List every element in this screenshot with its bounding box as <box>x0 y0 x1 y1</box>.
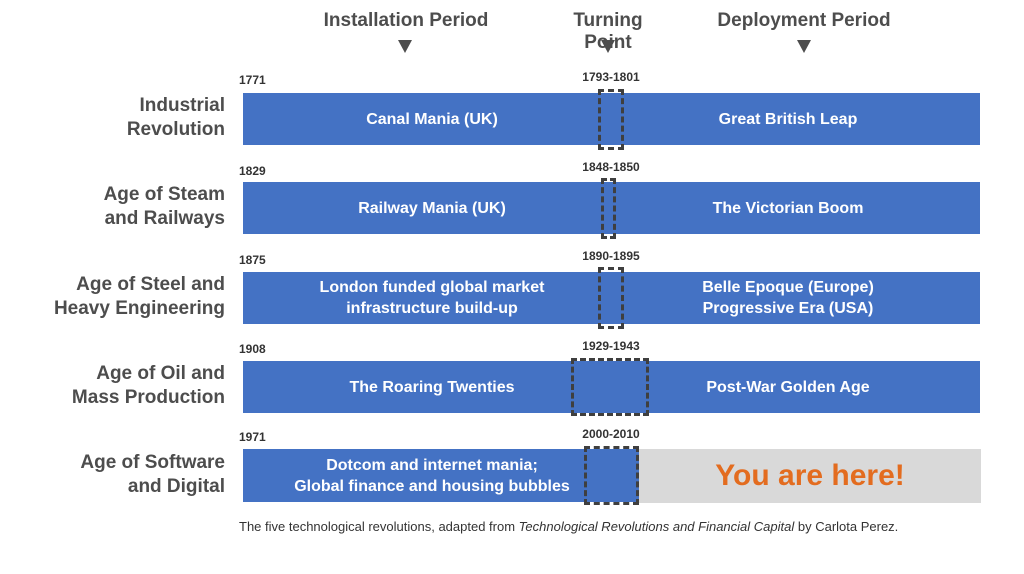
turning-point-marker <box>601 178 616 239</box>
revolution-name: Age of Steel and Heavy Engineering <box>53 274 225 319</box>
turning-point-years: 1848-1850 <box>582 160 640 174</box>
deployment-arrow-icon <box>797 40 811 53</box>
start-year: 1771 <box>239 73 266 87</box>
turning-point-years: 2000-2010 <box>582 427 640 441</box>
deployment-period-header: Deployment Period <box>717 10 891 31</box>
start-year: 1971 <box>239 430 266 444</box>
current-phase-panel: You are here! <box>639 449 981 503</box>
start-year: 1875 <box>239 253 266 267</box>
installation-period-header: Installation Period <box>323 10 489 31</box>
revolution-bar <box>243 182 980 234</box>
turning-point-marker <box>571 358 649 416</box>
revolution-bar <box>243 449 639 502</box>
installation-phase-text: Canal Mania (UK) <box>366 110 498 128</box>
book-title: Technological Revolutions and Financial … <box>518 519 795 534</box>
revolution-name: Age of Software and Digital <box>80 452 225 497</box>
installation-phase-text: London funded global market infrastructu… <box>319 279 545 317</box>
you-are-here-label: You are here! <box>715 459 905 492</box>
revolution-bar <box>243 361 980 413</box>
revolution-name: Age of Oil and Mass Production <box>71 363 225 408</box>
turning-point-marker <box>598 89 624 150</box>
installation-phase-text: Railway Mania (UK) <box>358 199 506 217</box>
installation-phase-text: The Roaring Twenties <box>349 378 515 396</box>
deployment-phase-text: Great British Leap <box>718 110 858 128</box>
deployment-phase-text: Belle Epoque (Europe) Progressive Era (U… <box>702 279 874 317</box>
start-year: 1908 <box>239 342 266 356</box>
turning-point-marker <box>598 267 624 329</box>
revolution-bar <box>243 93 980 145</box>
deployment-phase-text: The Victorian Boom <box>712 199 864 217</box>
turning-point-marker <box>584 446 639 505</box>
turning-point-years: 1890-1895 <box>582 249 640 263</box>
installation-arrow-icon <box>398 40 412 53</box>
installation-phase-text: Dotcom and internet mania; Global financ… <box>294 456 570 495</box>
revolution-name: Industrial Revolution <box>126 95 225 140</box>
deployment-phase-text: Post-War Golden Age <box>706 378 870 396</box>
turning-point-years: 1793-1801 <box>582 70 640 84</box>
start-year: 1829 <box>239 164 266 178</box>
revolution-bar <box>243 272 980 324</box>
revolution-name: Age of Steam and Railways <box>103 184 225 229</box>
turning-point-years: 1929-1943 <box>582 339 640 353</box>
turning-point-arrow-icon <box>601 40 615 53</box>
figure-caption: The five technological revolutions, adap… <box>239 519 899 534</box>
